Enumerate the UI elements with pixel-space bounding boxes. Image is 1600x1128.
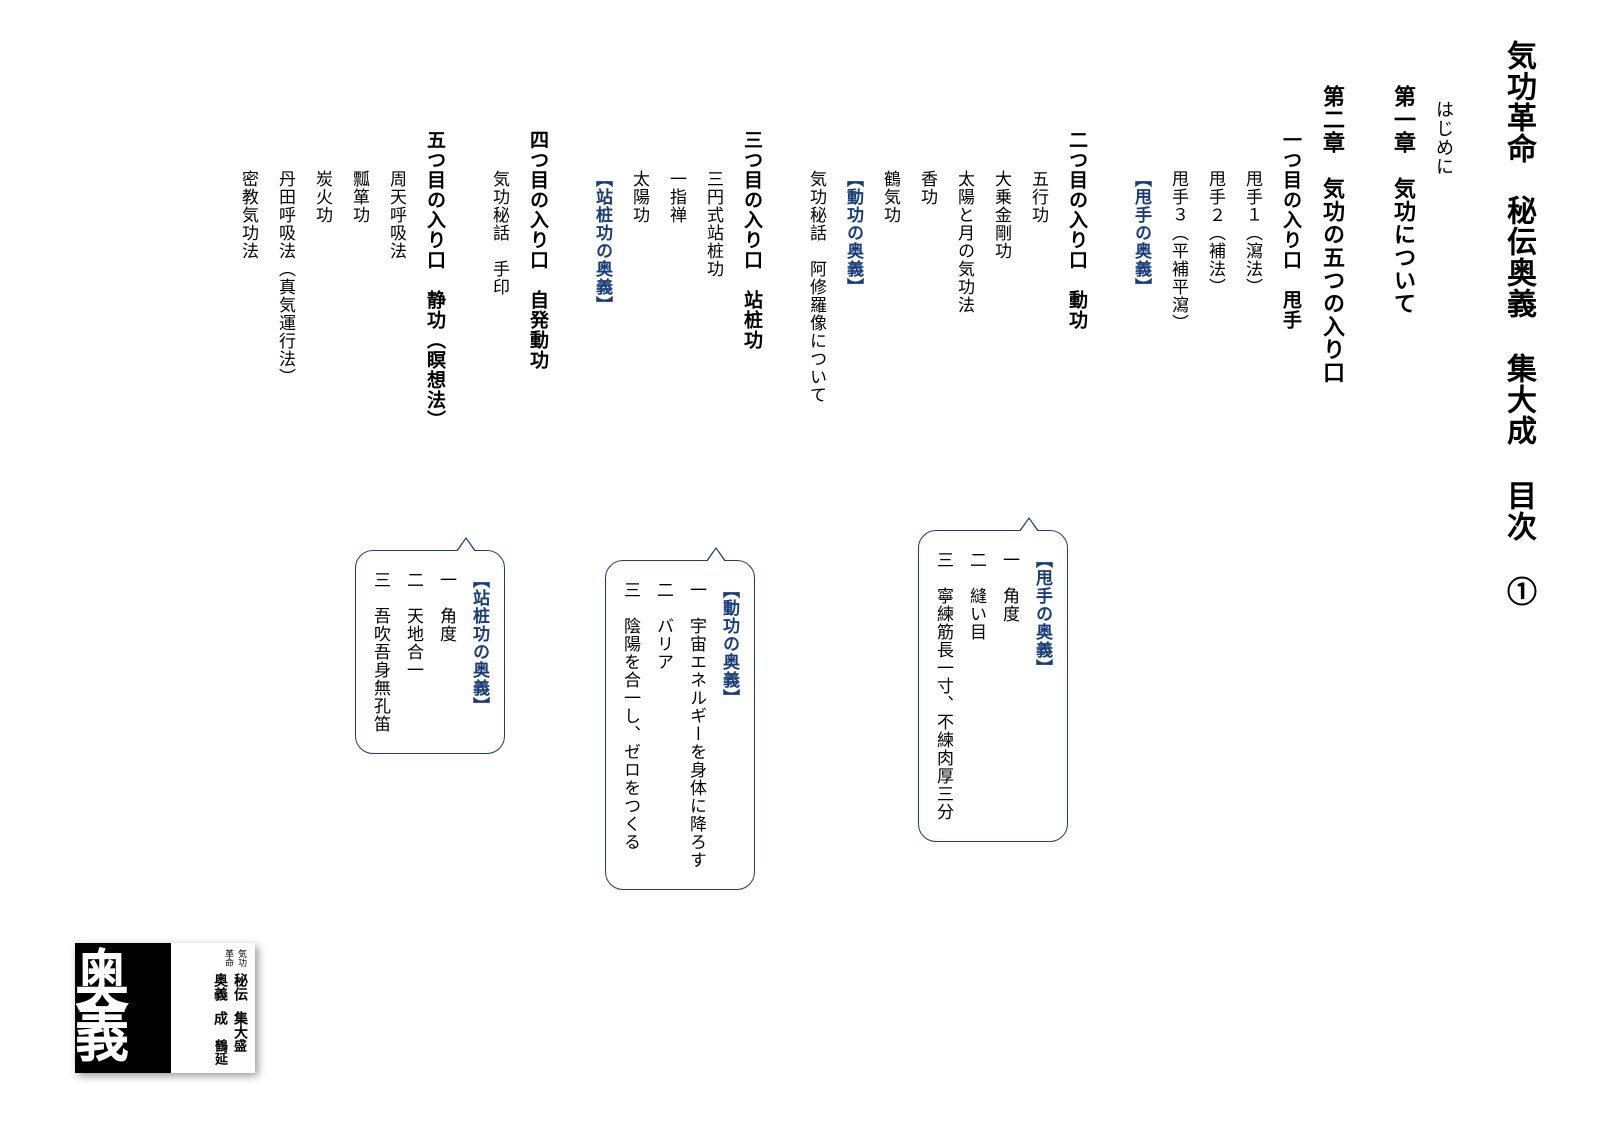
book-cover-right: 気功革命 秘伝奥義 集大成 盛 鶴延 — [171, 943, 255, 1073]
callout-2-title: 【動功の奥義】 — [717, 581, 742, 869]
callout-3-line-3: 三 吾吹吾身無孔笛 — [368, 571, 393, 733]
book-series: 気功革命 — [177, 949, 249, 973]
callout-3: 【站桩功の奥義】 一 角度 二 天地合一 三 吾吹吾身無孔笛 — [355, 550, 505, 754]
callout-1-title: 【甩手の奥義】 — [1030, 551, 1055, 821]
callout-2-line-3: 三 陰陽を合一し、ゼロをつくる — [618, 581, 643, 869]
entry-5-item-3: 炭火功 — [310, 40, 335, 970]
entry-5-item-2: 瓢箪功 — [347, 40, 372, 970]
callout-3-title: 【站桩功の奥義】 — [467, 571, 492, 733]
entry-2-secret: 【動功の奥義】 — [841, 40, 866, 970]
entry-1-item-1: 甩手１（瀉法） — [1240, 40, 1265, 970]
callout-1-line-1: 一 角度 — [997, 551, 1022, 821]
toc-content: 気功革命 秘伝奥義 集大成 目次 ① はじめに 第一章 気功について 第二章 気… — [60, 40, 1540, 1088]
callout-1: 【甩手の奥義】 一 角度 二 縫い目 三 寧練筋長一寸、不練肉厚三分 — [918, 530, 1068, 842]
entry-1-item-2: 甩手２（補法） — [1203, 40, 1228, 970]
entry-1-heading: 一つ目の入り口 甩手 — [1277, 40, 1304, 930]
book-cover-left: 奥義 — [75, 943, 171, 1073]
main-title: 気功革命 秘伝奥義 集大成 目次 ① — [1496, 40, 1540, 840]
entry-2-item-5: 鶴気功 — [878, 40, 903, 970]
entry-1-item-3: 甩手３（平補平瀉） — [1166, 40, 1191, 970]
book-calligraphy: 奥義 — [75, 956, 171, 1060]
callout-2-line-1: 一 宇宙エネルギーを身体に降ろす — [684, 581, 709, 869]
callout-2: 【動功の奥義】 一 宇宙エネルギーを身体に降ろす 二 バリア 三 陰陽を合一し、… — [605, 560, 755, 890]
book-author: 盛 鶴延 — [177, 1039, 249, 1067]
entry-4-heading: 四つ目の入り口 自発動功 — [524, 40, 551, 930]
book-subtitle-1: 秘伝奥義 — [177, 973, 249, 1011]
callout-1-line-3: 三 寧練筋長一寸、不練肉厚三分 — [931, 551, 956, 821]
entry-4-tip: 気功秘話 手印 — [487, 40, 512, 970]
callout-3-line-2: 二 天地合一 — [401, 571, 426, 733]
entry-1-secret: 【甩手の奥義】 — [1129, 40, 1154, 970]
book-subtitle-2: 集大成 — [177, 1011, 249, 1039]
chapter-2-title: 第二章 気功の五つの入り口 — [1316, 40, 1348, 885]
book-cover-image: 奥義 気功革命 秘伝奥義 集大成 盛 鶴延 — [75, 943, 255, 1073]
intro-label: はじめに — [1431, 40, 1457, 900]
callout-2-line-2: 二 バリア — [651, 581, 676, 869]
entry-2-tip: 気功秘話 阿修羅像について — [804, 40, 829, 970]
entry-5-heading: 五つ目の入り口 静功（瞑想法） — [421, 40, 448, 930]
entry-5-item-5: 密教気功法 — [236, 40, 261, 970]
callout-1-line-2: 二 縫い目 — [964, 551, 989, 821]
entry-5-item-4: 丹田呼吸法（真気運行法） — [273, 40, 298, 970]
entry-5-item-1: 周天呼吸法 — [384, 40, 409, 970]
callout-3-line-1: 一 角度 — [434, 571, 459, 733]
chapter-1-title: 第一章 気功について — [1387, 40, 1419, 885]
